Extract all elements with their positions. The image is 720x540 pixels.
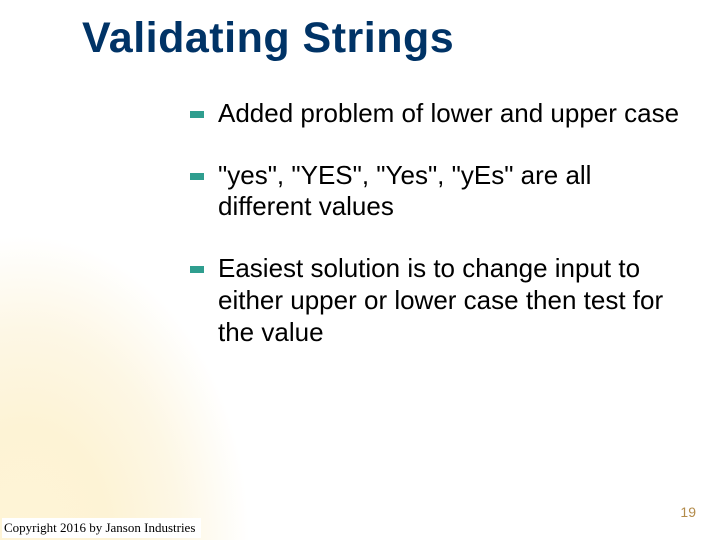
page-number: 19 bbox=[680, 504, 696, 520]
bullet-marker-icon bbox=[190, 173, 204, 180]
bullet-text: "yes", "YES", "Yes", "yEs" are all diffe… bbox=[218, 160, 690, 223]
copyright-text: Copyright 2016 by Janson Industries bbox=[2, 518, 201, 538]
list-item: "yes", "YES", "Yes", "yEs" are all diffe… bbox=[190, 160, 690, 223]
bullet-text: Easiest solution is to change input to e… bbox=[218, 253, 690, 348]
slide-title: Validating Strings bbox=[82, 14, 454, 63]
bullet-marker-icon bbox=[190, 111, 204, 118]
list-item: Easiest solution is to change input to e… bbox=[190, 253, 690, 348]
bullet-list: Added problem of lower and upper case "y… bbox=[190, 98, 690, 378]
bullet-marker-icon bbox=[190, 266, 204, 273]
bullet-text: Added problem of lower and upper case bbox=[218, 98, 690, 130]
slide-container: Validating Strings Added problem of lowe… bbox=[0, 0, 720, 540]
list-item: Added problem of lower and upper case bbox=[190, 98, 690, 130]
